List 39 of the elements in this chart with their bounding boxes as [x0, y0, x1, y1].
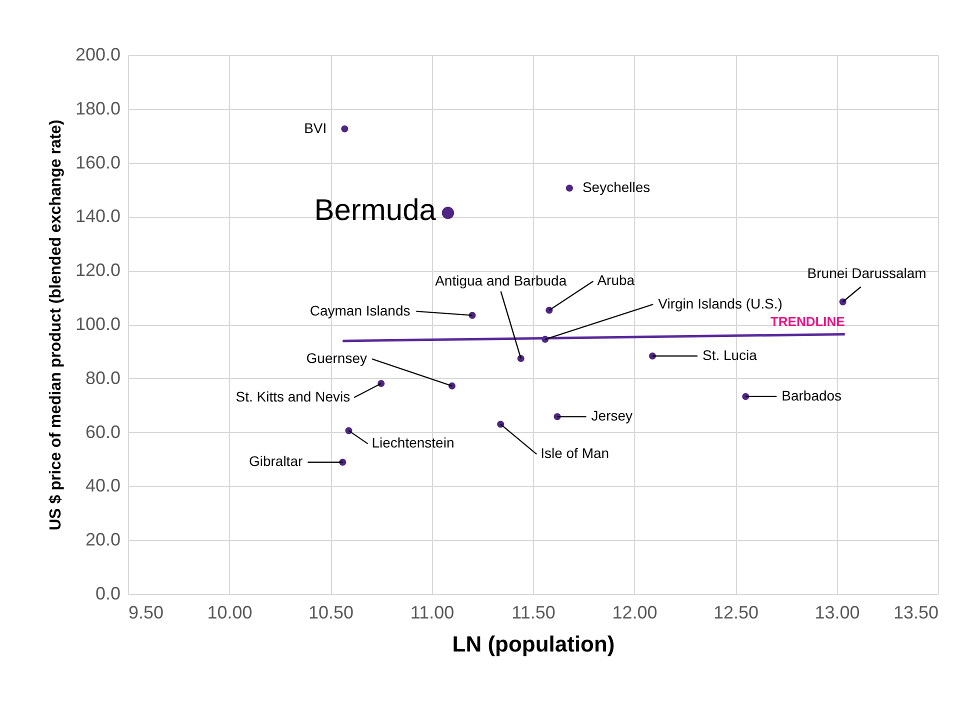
annotation: Virgin Islands (U.S.): [658, 295, 782, 312]
x-tick-label: 11.00: [410, 602, 454, 622]
annotation: Guernsey: [306, 350, 367, 366]
annotation: Brunei Darussalam: [807, 264, 926, 281]
annotation: Barbados: [782, 387, 842, 404]
annotation: Liechtenstein: [372, 434, 454, 451]
x-tick-label: 12.50: [713, 602, 759, 622]
x-axis-title: LN (population): [452, 632, 615, 656]
y-tick-label: 80.0: [85, 368, 120, 388]
annotation: Seychelles: [582, 179, 650, 196]
annotation: Bermuda: [314, 194, 436, 227]
y-tick-label: 20.0: [85, 530, 120, 550]
x-tick-label: 9.50: [128, 602, 164, 622]
x-tick-label: 13.50: [893, 602, 938, 622]
y-tick-label: 160.0: [75, 152, 120, 172]
annotation: Gibraltar: [248, 453, 303, 470]
x-tick-label: 10.00: [207, 602, 252, 622]
y-tick-label: 100.0: [75, 314, 120, 334]
annotation: Antigua and Barbuda: [435, 272, 567, 288]
y-tick-label: 200.0: [75, 44, 120, 64]
x-tick-label: 11.50: [512, 602, 556, 622]
y-tick-label: 180.0: [75, 98, 120, 118]
y-tick-label: 60.0: [85, 422, 120, 442]
y-tick-label: 140.0: [75, 206, 120, 226]
y-tick-label: 40.0: [85, 476, 120, 496]
annotation: Jersey: [591, 408, 633, 424]
annotation: St. Lucia: [702, 347, 758, 364]
y-tick-label: 120.0: [75, 260, 120, 280]
x-tick-label: 10.50: [308, 602, 354, 622]
y-tick-label: 0.0: [95, 584, 120, 604]
annotation: St. Kitts and Nevis: [236, 388, 350, 405]
annotation: Isle of Man: [540, 445, 610, 462]
series-label: TRENDLINE: [770, 314, 846, 330]
annotation: Aruba: [597, 272, 635, 288]
x-tick-label: 13.00: [814, 602, 860, 622]
annotation: Cayman Islands: [310, 302, 410, 318]
y-axis-title: US $ price of median product (blended exchange rate): [47, 120, 64, 530]
x-tick-label: 12.00: [612, 602, 658, 622]
annotation: BVI: [304, 120, 327, 136]
